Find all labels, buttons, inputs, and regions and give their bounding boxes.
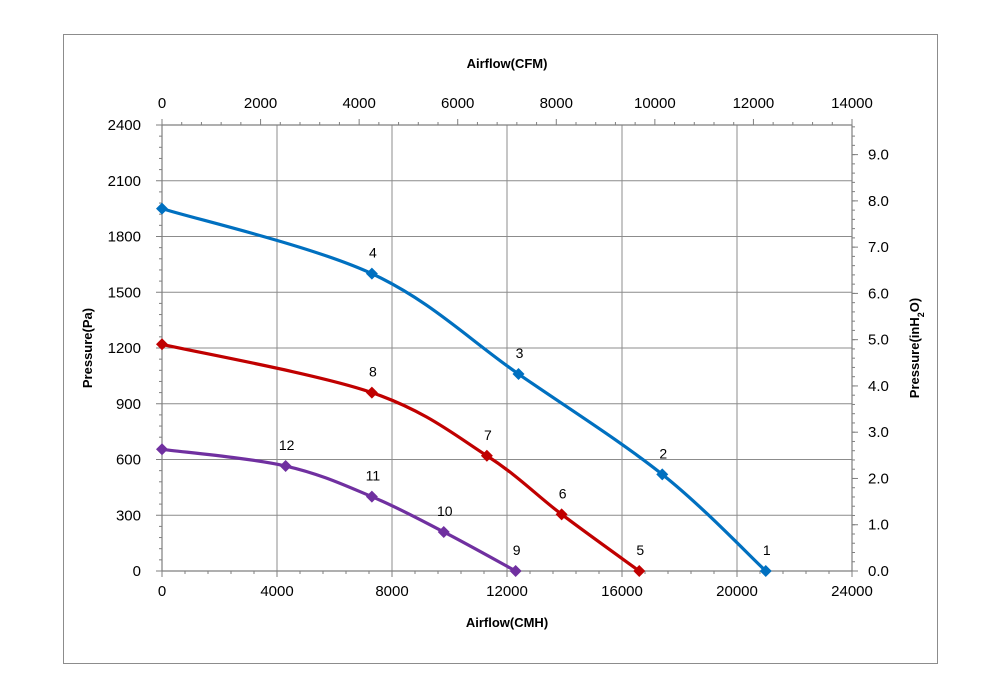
data-point-marker [509,565,522,577]
series-line [161,342,641,573]
data-point-label: 9 [513,542,521,558]
y-right-tick-label: 9.0 [868,147,889,164]
y-right-tick-label: 2.0 [868,470,889,487]
series-line [161,447,517,573]
data-point-label: 8 [369,364,377,380]
data-point-marker [512,368,525,381]
data-point-marker [633,565,646,577]
data-point-label: 5 [636,542,644,558]
data-point-label: 12 [279,437,295,453]
x-bottom-tick-label: 8000 [375,583,408,600]
y-right-title-tail: O) [907,298,922,312]
data-point-marker [365,490,378,503]
data-point-marker [437,525,450,538]
data-point-label: 7 [484,427,492,443]
data-point-marker [156,202,168,215]
data-point-marker [759,565,772,577]
y-right-tick-label: 4.0 [868,378,889,395]
series-line [161,207,767,573]
data-point-marker [555,508,568,521]
y-left-tick-label: 2100 [108,173,141,190]
x-bottom-tick-label: 24000 [831,583,873,600]
x-bottom-tick-label: 12000 [486,583,528,600]
data-point-label: 4 [369,245,377,261]
y-left-tick-label: 0 [133,563,141,580]
data-point-label: 3 [516,345,524,361]
x-bottom-tick-label: 4000 [260,583,293,600]
data-point-label: 2 [659,445,667,461]
series-layer [156,202,772,577]
x-top-axis-title: Airflow(CFM) [467,56,548,71]
x-bottom-tick-label: 16000 [601,583,643,600]
x-top-tick-label: 12000 [733,95,775,112]
point-labels: 4 3 2 1 8 7 6 5 12 11 10 9 [279,245,771,558]
x-bottom-tick-label: 20000 [716,583,758,600]
x-top-tick-label: 10000 [634,95,676,112]
x-top-tick-label: 8000 [540,95,573,112]
data-point-marker [480,449,493,462]
chart-frame [63,34,938,664]
y-left-axis-title: Pressure(Pa) [80,308,95,388]
y-right-axis-title: Pressure(inH2O) [907,298,926,398]
y-left-tick-label: 900 [116,396,141,413]
y-right-tick-label: 7.0 [868,239,889,256]
y-right-tick-label: 0.0 [868,563,889,580]
y-right-tick-label: 5.0 [868,332,889,349]
x-top-tick-label: 14000 [831,95,873,112]
data-point-marker [156,338,168,351]
tick-marks [156,119,858,577]
y-right-tick-label: 3.0 [868,424,889,441]
y-left-tick-label: 600 [116,452,141,469]
data-point-label: 1 [763,542,771,558]
y-right-title-subscript: 2 [916,312,926,317]
y-left-tick-label: 1500 [108,284,141,301]
y-left-tick-label: 1800 [108,229,141,246]
x-top-tick-label: 2000 [244,95,277,112]
data-point-marker [279,460,292,473]
grid-lines [162,125,852,571]
y-left-tick-label: 300 [116,507,141,524]
x-bottom-axis-title: Airflow(CMH) [466,615,548,630]
data-point-marker [656,468,669,481]
y-right-tick-label: 1.0 [868,517,889,534]
y-left-tick-label: 1200 [108,340,141,357]
y-left-tick-label: 2400 [108,117,141,134]
x-top-tick-label: 4000 [342,95,375,112]
x-top-tick-label: 0 [158,95,166,112]
data-point-marker [156,443,168,456]
data-point-marker [365,267,378,280]
data-point-label: 10 [437,503,453,519]
x-bottom-tick-label: 0 [158,583,166,600]
data-point-label: 11 [366,468,381,484]
data-point-marker [365,386,378,399]
y-right-tick-label: 6.0 [868,285,889,302]
y-right-title-main: Pressure(inH [907,317,922,398]
data-point-label: 6 [559,485,567,501]
y-right-tick-label: 8.0 [868,193,889,210]
x-top-tick-label: 6000 [441,95,474,112]
